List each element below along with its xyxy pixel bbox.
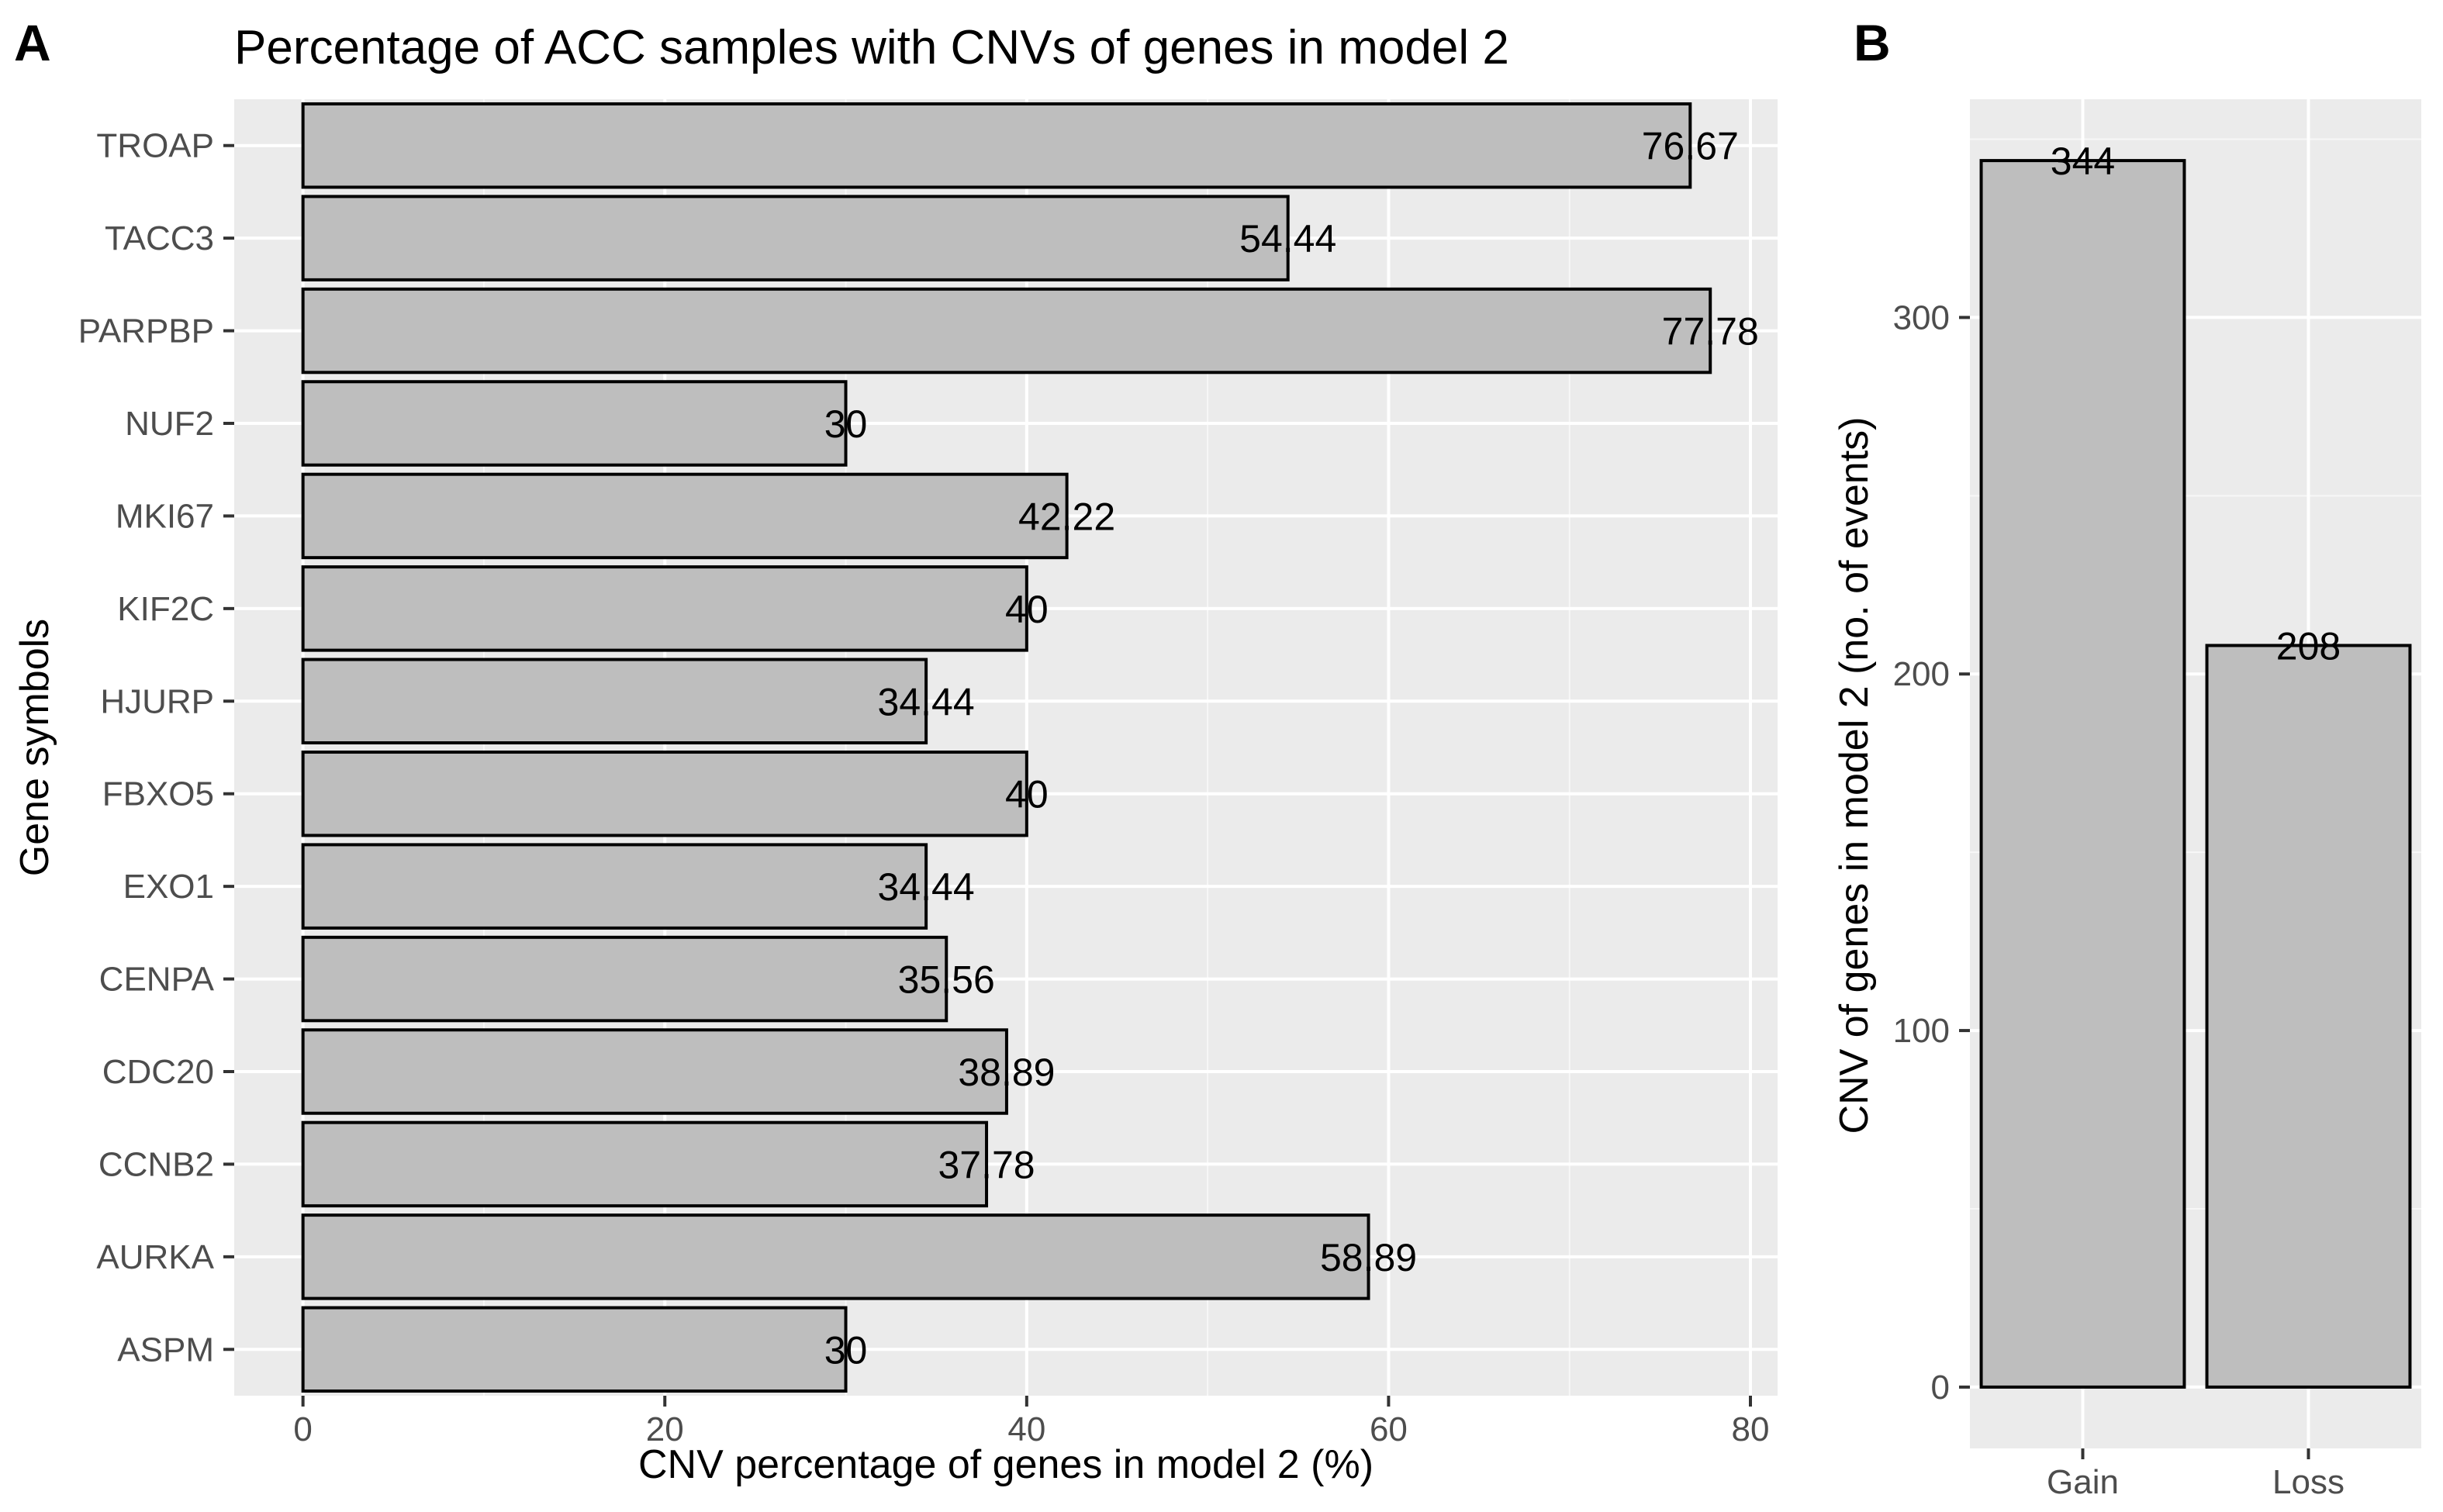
data-label: 76.67: [1642, 125, 1739, 168]
data-label: 30: [824, 1328, 868, 1372]
bar-ccnb2: [301, 1120, 989, 1208]
panel-b: B 0 100 200 300 Gain Loss 344 208 CNV of genes…: [1832, 14, 2421, 1501]
bar-cdc20: [301, 1028, 1008, 1115]
y-tick-label: TROAP: [96, 127, 214, 165]
panel-b-tag: B: [1854, 14, 1891, 71]
y-tick-label: PARPBP: [78, 312, 214, 350]
panel-a-y-axis-title: Gene symbols: [12, 619, 57, 876]
data-label: 35.56: [898, 958, 995, 1002]
y-tick-label: ASPM: [117, 1331, 214, 1369]
data-label: 30: [824, 402, 868, 446]
panel-a: A Percentage of ACC samples with CNVs of…: [12, 14, 1778, 1487]
bar-nuf2: [301, 380, 848, 467]
data-label: 208: [2276, 624, 2341, 668]
y-tick-label: 100: [1893, 1012, 1950, 1050]
x-tick-label: 20: [646, 1410, 684, 1448]
panel-a-title: Percentage of ACC samples with CNVs of g…: [234, 21, 1509, 74]
data-label: 34.44: [878, 680, 975, 723]
bar-tacc3: [301, 195, 1290, 281]
bar-aspm: [301, 1306, 848, 1393]
data-label: 344: [2051, 140, 2115, 183]
bar-troap: [301, 102, 1692, 189]
y-tick-label: TACC3: [105, 219, 214, 257]
panel-b-y-axis-title: CNV of genes in model 2 (no. of events): [1832, 417, 1877, 1134]
bar-mki67: [301, 472, 1069, 560]
x-tick-label: 60: [1370, 1410, 1408, 1448]
bar-exo1: [301, 843, 928, 930]
y-tick-label: CCNB2: [98, 1145, 214, 1183]
y-tick-label: HJURP: [100, 682, 214, 720]
data-label: 40: [1005, 773, 1049, 816]
x-tick-label: 40: [1007, 1410, 1045, 1448]
panel-b-bars: [1979, 159, 2412, 1389]
data-label: 77.78: [1662, 310, 1759, 354]
y-tick-label: EXO1: [123, 868, 214, 906]
data-label: 38.89: [958, 1051, 1055, 1094]
y-tick-label: CDC20: [102, 1053, 214, 1091]
panel-a-data-labels: 76.67 54.44 77.78 30 42.22 40 34.44 40 34.44 35.5…: [824, 125, 1759, 1372]
data-label: 58.89: [1320, 1236, 1417, 1279]
x-tick-label: Gain: [2047, 1463, 2119, 1501]
bar-aurka: [301, 1213, 1370, 1300]
bar-fbxo5: [301, 750, 1028, 837]
data-label: 54.44: [1239, 217, 1336, 261]
bar-kif2c: [301, 565, 1028, 652]
data-label: 37.78: [938, 1143, 1035, 1186]
y-tick-label: 0: [1931, 1369, 1950, 1407]
y-tick-label: NUF2: [125, 405, 214, 443]
y-tick-label: KIF2C: [117, 590, 214, 628]
bar-hjurp: [301, 658, 928, 745]
y-tick-label: AURKA: [96, 1238, 214, 1276]
panel-a-tag: A: [14, 14, 51, 71]
bar-parpbp: [301, 287, 1712, 375]
data-label: 40: [1005, 588, 1049, 631]
panel-a-x-axis-title: CNV percentage of genes in model 2 (%): [638, 1442, 1374, 1487]
panel-a-bars: [301, 102, 1712, 1393]
y-tick-label: FBXO5: [102, 775, 214, 813]
data-label: 34.44: [878, 865, 975, 909]
data-label: 42.22: [1018, 495, 1115, 538]
x-tick-label: 0: [293, 1410, 312, 1448]
panel-a-axes: TROAP TACC3 PARPBP NUF2 MKI67 KIF2C HJURP FBXO5…: [78, 127, 1770, 1448]
y-tick-label: 300: [1893, 299, 1950, 337]
y-tick-label: CENPA: [99, 961, 215, 999]
x-tick-label: Loss: [2272, 1463, 2345, 1501]
panel-b-data-labels: 344 208: [2051, 140, 2341, 668]
bar-loss: [2205, 644, 2412, 1389]
x-tick-label: 80: [1732, 1410, 1770, 1448]
panel-b-axes: 0 100 200 300 Gain Loss: [1893, 299, 2345, 1501]
bar-gain: [1979, 159, 2186, 1389]
bar-cenpa: [301, 935, 949, 1023]
y-tick-label: 200: [1893, 655, 1950, 693]
y-tick-label: MKI67: [116, 497, 214, 535]
